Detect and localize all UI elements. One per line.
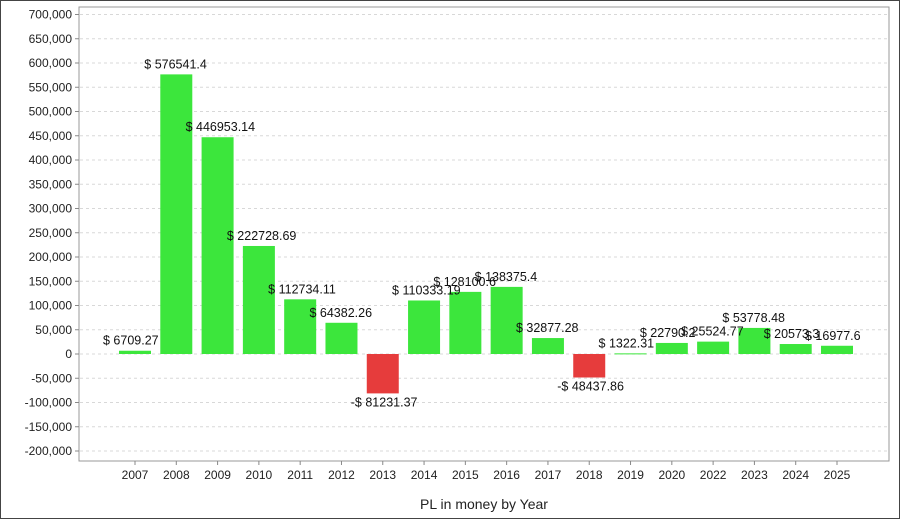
- y-tick-label: -50,000: [31, 371, 72, 385]
- data-label: $ 6709.27: [103, 334, 159, 348]
- bar-2011[interactable]: [284, 299, 317, 354]
- bar-2022[interactable]: [697, 341, 730, 354]
- y-tick-label: 50,000: [35, 323, 72, 337]
- y-tick-label: -100,000: [25, 396, 73, 410]
- y-tick-label: 550,000: [29, 80, 73, 94]
- bar-2018[interactable]: [573, 354, 606, 378]
- data-label: $ 1322.31: [599, 336, 655, 350]
- data-label: $ 222728.69: [227, 229, 297, 243]
- x-axis-title: PL in money by Year: [420, 496, 548, 512]
- data-label: $ 64382.26: [309, 306, 372, 320]
- x-tick-label: 2020: [658, 468, 685, 482]
- data-label: $ 16977.6: [805, 329, 861, 343]
- x-tick-label: 2018: [576, 468, 603, 482]
- bar-2024[interactable]: [779, 344, 812, 354]
- data-label: $ 128100.6: [433, 275, 496, 289]
- x-tick-label: 2011: [287, 468, 313, 482]
- x-tick-label: 2025: [824, 468, 851, 482]
- x-tick-label: 2017: [535, 468, 562, 482]
- x-tick-label: 2008: [163, 468, 190, 482]
- data-label: $ 20573.3: [764, 327, 820, 341]
- y-tick-label: 650,000: [29, 32, 73, 46]
- bar-2025[interactable]: [821, 345, 853, 354]
- bar-2008[interactable]: [160, 74, 193, 355]
- bar-2023[interactable]: [738, 327, 771, 354]
- x-tick-label: 2015: [452, 468, 479, 482]
- x-tick-label: 2007: [122, 468, 149, 482]
- y-tick-label: 0: [65, 347, 72, 361]
- data-label: $ 446953.14: [186, 120, 256, 134]
- y-tick-label: 200,000: [29, 250, 73, 264]
- x-tick-label: 2022: [700, 468, 727, 482]
- bar-2009[interactable]: [201, 137, 234, 354]
- bar-2012[interactable]: [325, 322, 358, 354]
- x-tick-label: 2009: [204, 468, 231, 482]
- y-tick-label: 500,000: [29, 105, 73, 119]
- data-label: $ 32877.28: [516, 321, 579, 335]
- data-label: $ 138375.4: [475, 270, 538, 284]
- data-label: $ 112734.11: [268, 282, 336, 296]
- data-label: $ 53778.48: [722, 311, 785, 325]
- bar-2014[interactable]: [408, 300, 441, 354]
- y-tick-label: 400,000: [29, 153, 73, 167]
- y-tick-label: 700,000: [29, 8, 73, 22]
- plot-area: [78, 6, 890, 462]
- y-tick-label: 600,000: [29, 56, 73, 70]
- y-tick-label: 150,000: [29, 274, 73, 288]
- data-label: $ 576541.4: [144, 57, 207, 71]
- bar-2016[interactable]: [490, 286, 523, 354]
- data-label: $ 110333.19: [392, 283, 461, 297]
- y-tick-label: 450,000: [29, 129, 73, 143]
- x-tick-label: 2010: [246, 468, 273, 482]
- y-tick-label: 300,000: [29, 202, 73, 216]
- bar-2010[interactable]: [242, 245, 275, 354]
- bar-2017[interactable]: [531, 338, 564, 354]
- bar-2019[interactable]: [614, 353, 647, 355]
- data-label: -$ 81231.37: [351, 395, 418, 409]
- y-tick-label: 350,000: [29, 177, 73, 191]
- bar-2013[interactable]: [366, 354, 399, 394]
- x-tick-label: 2019: [617, 468, 644, 482]
- x-tick-label: 2024: [782, 468, 809, 482]
- y-tick-label: 250,000: [29, 226, 73, 240]
- x-tick-label: 2014: [411, 468, 438, 482]
- bar-2007[interactable]: [119, 350, 151, 354]
- data-label: -$ 48437.86: [557, 379, 624, 393]
- x-tick-label: 2023: [741, 468, 768, 482]
- data-label: $ 22790.2: [640, 326, 696, 340]
- x-tick-label: 2013: [369, 468, 396, 482]
- y-tick-label: -200,000: [25, 444, 73, 458]
- x-tick-label: 2016: [493, 468, 520, 482]
- bar-2015[interactable]: [449, 291, 482, 354]
- x-tick-label: 2012: [328, 468, 355, 482]
- y-tick-label: 100,000: [29, 299, 73, 313]
- data-label: $ 25524.77: [681, 325, 744, 339]
- y-tick-label: -150,000: [25, 420, 73, 434]
- bar-2020[interactable]: [655, 342, 688, 354]
